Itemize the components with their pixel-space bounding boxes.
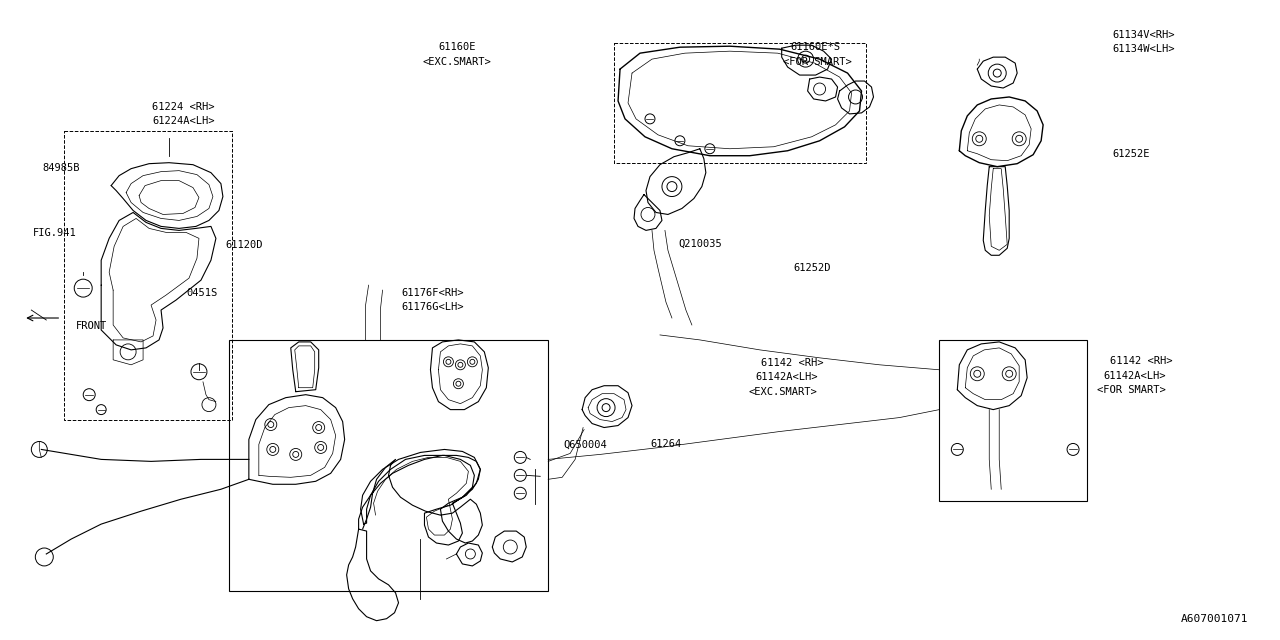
- Text: FRONT: FRONT: [76, 321, 106, 332]
- Text: <FOR SMART>: <FOR SMART>: [1097, 385, 1166, 395]
- Text: Q650004: Q650004: [563, 439, 607, 449]
- Text: 61142A<LH>: 61142A<LH>: [755, 372, 818, 382]
- Text: <EXC.SMART>: <EXC.SMART>: [749, 387, 818, 397]
- Text: FIG.941: FIG.941: [33, 228, 77, 237]
- Bar: [64, 131, 232, 420]
- Text: 61142 <RH>: 61142 <RH>: [1110, 356, 1172, 367]
- Text: 61176G<LH>: 61176G<LH>: [401, 302, 463, 312]
- Text: 61252E: 61252E: [1112, 149, 1149, 159]
- Text: 61120D: 61120D: [225, 240, 262, 250]
- Text: 61224A<LH>: 61224A<LH>: [152, 116, 215, 126]
- Text: A607001071: A607001071: [1181, 614, 1249, 624]
- Text: 61134W<LH>: 61134W<LH>: [1112, 44, 1175, 54]
- Text: 61252D: 61252D: [794, 263, 831, 273]
- Bar: [940, 340, 1087, 501]
- Text: 61176F<RH>: 61176F<RH>: [401, 288, 463, 298]
- Text: 61134V<RH>: 61134V<RH>: [1112, 29, 1175, 40]
- Text: <EXC.SMART>: <EXC.SMART>: [422, 57, 492, 67]
- Text: <FOR SMART>: <FOR SMART>: [783, 57, 851, 67]
- Text: 61142A<LH>: 61142A<LH>: [1103, 371, 1166, 381]
- Text: 61160E*S: 61160E*S: [791, 42, 841, 52]
- Text: 0451S: 0451S: [187, 288, 218, 298]
- Bar: [614, 44, 865, 163]
- Text: Q210035: Q210035: [678, 239, 722, 248]
- Text: 84985B: 84985B: [42, 163, 79, 173]
- Text: 61264: 61264: [650, 439, 681, 449]
- Text: 61142 <RH>: 61142 <RH>: [762, 358, 824, 369]
- Text: 61224 <RH>: 61224 <RH>: [152, 102, 215, 111]
- Bar: [229, 340, 548, 591]
- Text: 61160E: 61160E: [438, 42, 476, 52]
